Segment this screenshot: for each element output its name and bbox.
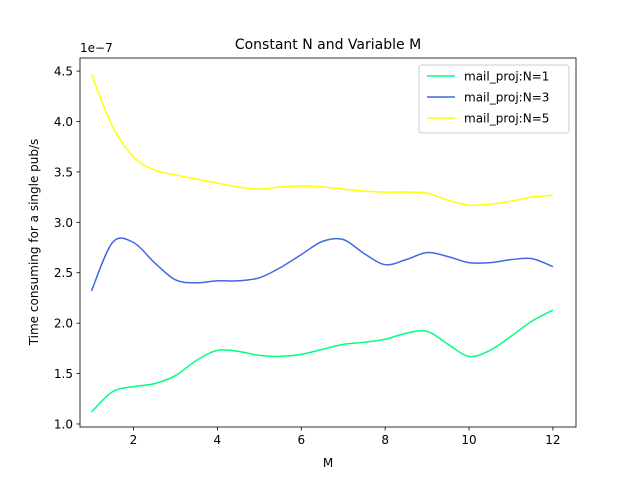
- y-tick-label: 2.5: [54, 266, 73, 280]
- series-line-3: [90, 73, 554, 207]
- axes-frame: [79, 57, 577, 428]
- series-line-2: [90, 237, 554, 292]
- legend-label: mail_proj:N=5: [464, 112, 549, 126]
- legend-label: mail_proj:N=3: [464, 91, 549, 105]
- x-tick-label: 12: [545, 433, 560, 447]
- x-tick-label: 2: [130, 433, 138, 447]
- y-tick-label: 3.0: [54, 216, 73, 230]
- y-axis-label: Time consuming for a single pub/s: [27, 139, 41, 347]
- y-tick-label: 4.0: [54, 115, 73, 129]
- y-tick-label: 3.5: [54, 165, 73, 179]
- y-tick-label: 1.0: [54, 417, 73, 431]
- x-tick-label: 6: [297, 433, 305, 447]
- y-tick-label: 1.5: [54, 367, 73, 381]
- legend-box: [418, 64, 570, 134]
- legend: mail_proj:N=1 mail_proj:N=3 mail_proj:N=5: [418, 64, 570, 134]
- chart-title: Constant N and Variable M: [235, 37, 421, 53]
- y-offset-label: 1e−7: [80, 41, 113, 55]
- plot-area: [90, 73, 554, 413]
- x-tick-label: 10: [461, 433, 476, 447]
- x-tick-label: 4: [214, 433, 222, 447]
- series-line-1: [91, 309, 554, 413]
- y-tick-label: 4.5: [54, 65, 73, 79]
- x-axis-label: M: [323, 456, 333, 470]
- x-tick-label: 8: [381, 433, 389, 447]
- axes: 2 4 6 8 10 12 1.0 1.5 2.0 2.5 3.0 3.5 4.0 4.5: [54, 57, 577, 447]
- legend-label: mail_proj:N=1: [464, 70, 549, 84]
- y-tick-label: 2.0: [54, 317, 73, 331]
